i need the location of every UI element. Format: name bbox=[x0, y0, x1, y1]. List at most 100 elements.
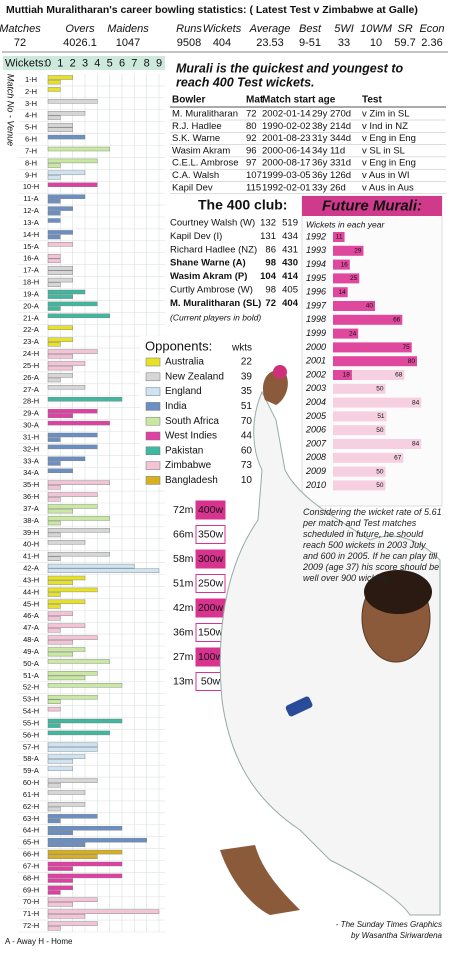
year-bar bbox=[333, 259, 350, 270]
wicket-bar bbox=[47, 563, 135, 569]
headline: Murali is the quickest and youngest to bbox=[176, 61, 403, 75]
bar-value: 67 bbox=[394, 455, 402, 462]
wicket-bar bbox=[47, 683, 123, 688]
table-cell: R.J. Hadlee bbox=[172, 121, 222, 132]
legend-name: South Africa bbox=[165, 416, 219, 427]
legend-name: Bangladesh bbox=[165, 475, 218, 486]
year-label: 2006 bbox=[305, 425, 326, 435]
table-cell: 33y 26d bbox=[312, 182, 346, 193]
year-label: 2009 bbox=[305, 466, 326, 476]
table-cell: 34y 11d bbox=[312, 145, 345, 156]
match-label: 50-A bbox=[23, 659, 39, 668]
milestone-matches: 72m bbox=[173, 504, 194, 516]
match-label: 10-H bbox=[23, 182, 39, 191]
wicket-bar bbox=[47, 87, 61, 92]
milestone-wickets: 400w bbox=[198, 504, 224, 516]
match-label: 70-H bbox=[23, 897, 39, 906]
legend-value-label: wkts bbox=[231, 343, 252, 354]
stat-value: 10 bbox=[370, 37, 382, 49]
table-header: Mat bbox=[246, 95, 264, 106]
table-cell: Kapil Dev bbox=[172, 182, 213, 193]
match-label: 15-A bbox=[23, 242, 39, 251]
bar-value: 84 bbox=[412, 399, 420, 406]
table-cell: C.A. Walsh bbox=[172, 170, 219, 181]
legend-name: England bbox=[165, 386, 202, 397]
table-cell: 2001-08-23 bbox=[262, 133, 311, 144]
wicket-bar bbox=[47, 842, 86, 847]
stat-value: 4026.1 bbox=[63, 37, 97, 49]
milestone-wickets: 100w bbox=[198, 651, 224, 663]
wicket-bar bbox=[47, 397, 123, 402]
milestone-box bbox=[195, 549, 226, 569]
table-header: Test bbox=[362, 95, 382, 106]
wicket-bar bbox=[47, 925, 61, 931]
year-label: 2000 bbox=[305, 342, 326, 352]
wicket-bar bbox=[47, 909, 160, 914]
wicket-bar bbox=[47, 313, 110, 319]
wicket-bar bbox=[47, 814, 98, 819]
x-tick-label: 1 bbox=[57, 57, 63, 69]
legend-value: 60 bbox=[241, 445, 253, 456]
wicket-bar bbox=[47, 694, 98, 700]
stat-value: 72 bbox=[14, 37, 26, 49]
bar-value: 80 bbox=[408, 358, 416, 365]
x-tick-label: 5 bbox=[107, 57, 113, 69]
wicket-bar bbox=[47, 520, 61, 526]
wicket-bar bbox=[47, 556, 61, 561]
wicket-bar bbox=[47, 830, 73, 836]
match-label: 49-A bbox=[23, 647, 39, 656]
legend-title: Opponents: bbox=[145, 338, 212, 353]
bar-value: 14 bbox=[338, 289, 346, 296]
legend-swatch bbox=[145, 431, 161, 441]
match-label: 46-A bbox=[23, 611, 39, 620]
year-label: 2010 bbox=[305, 480, 326, 490]
wicket-bar bbox=[47, 289, 86, 295]
wicket-bar bbox=[47, 254, 61, 259]
wicket-bar bbox=[47, 651, 73, 657]
table-cell: Wasim Akram bbox=[172, 145, 230, 156]
match-label: 1-H bbox=[25, 75, 37, 84]
milestone-matches: 58m bbox=[173, 553, 194, 565]
bar-value: 50 bbox=[376, 427, 384, 434]
wicket-bar bbox=[47, 277, 73, 283]
match-label: 53-H bbox=[23, 695, 39, 704]
wicket-bar bbox=[47, 175, 61, 180]
wicket-bar bbox=[47, 373, 73, 378]
wicket-bar bbox=[47, 377, 61, 383]
wicket-bar bbox=[47, 659, 110, 664]
match-label: 18-H bbox=[23, 278, 39, 287]
projected-bar bbox=[333, 411, 387, 422]
stat-label: SR bbox=[397, 23, 412, 35]
table-cell: 38y 214d bbox=[312, 121, 351, 132]
legend-name: Pakistan bbox=[165, 445, 203, 456]
wicket-bar bbox=[47, 206, 73, 211]
match-label: 23-A bbox=[23, 337, 39, 346]
wicket-bar bbox=[47, 528, 110, 533]
x-tick-label: 6 bbox=[119, 57, 125, 69]
club-matches: 98 bbox=[265, 285, 276, 296]
match-label: 44-H bbox=[23, 587, 39, 596]
club-wickets: 434 bbox=[282, 231, 298, 242]
milestone-wickets: 300w bbox=[198, 553, 224, 565]
year-label: 1992 bbox=[306, 231, 326, 241]
wicket-bar bbox=[47, 647, 86, 652]
wicket-bar bbox=[47, 163, 61, 168]
club-wickets: 405 bbox=[282, 285, 298, 296]
wicket-bar bbox=[47, 468, 73, 473]
wicket-bar bbox=[47, 551, 110, 557]
milestone-matches: 36m bbox=[173, 626, 194, 638]
legend-swatch bbox=[145, 461, 161, 470]
wicket-bar bbox=[47, 353, 73, 359]
stat-label: Matches bbox=[0, 23, 41, 35]
headline: reach 400 Test wickets. bbox=[176, 75, 315, 89]
match-label: 58-A bbox=[23, 754, 39, 763]
wicket-bar bbox=[47, 349, 98, 354]
wicket-bar bbox=[47, 265, 73, 271]
wicket-bar bbox=[47, 413, 73, 418]
milestone-wickets: 150w bbox=[198, 626, 224, 638]
legend-value: 10 bbox=[241, 475, 253, 486]
table-cell: 1990-02-02 bbox=[262, 121, 311, 132]
match-label: 3-H bbox=[25, 99, 37, 108]
milestone-box bbox=[195, 525, 226, 544]
match-label: 24-H bbox=[23, 349, 39, 358]
